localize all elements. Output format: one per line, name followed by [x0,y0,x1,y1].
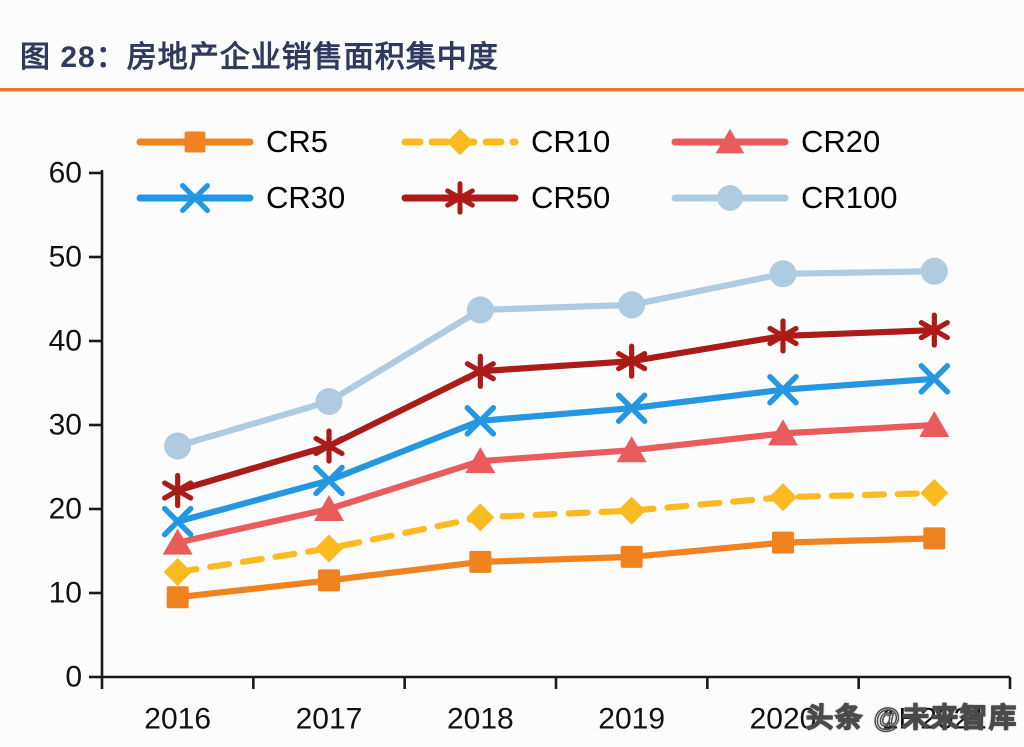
svg-text:2017: 2017 [296,703,363,736]
series-cr20 [162,411,950,555]
svg-text:2016: 2016 [144,703,211,736]
svg-text:1H2021: 1H2021 [882,703,987,736]
svg-text:0: 0 [65,661,82,694]
title-underline [0,88,1024,92]
series-cr10 [163,479,949,586]
svg-text:2020: 2020 [750,703,817,736]
svg-text:10: 10 [49,577,82,610]
series-cr30 [161,363,951,538]
series-cr50 [162,312,950,509]
svg-text:40: 40 [49,325,82,358]
figure-title: 图 28：房地产企业销售面积集中度 [20,41,499,74]
series-cr5 [166,527,946,609]
watermark-text: 头条 @未来智库 [805,702,1018,733]
svg-text:30: 30 [49,409,82,442]
svg-text:60: 60 [49,157,82,190]
svg-text:2019: 2019 [598,703,665,736]
series-cr100 [164,257,948,460]
svg-text:20: 20 [49,493,82,526]
svg-text:50: 50 [49,241,82,274]
svg-text:2018: 2018 [447,703,514,736]
